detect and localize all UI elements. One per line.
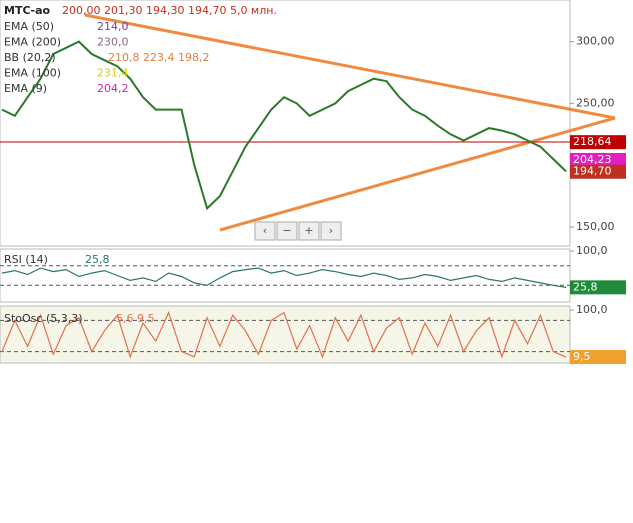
price-marker bbox=[570, 152, 626, 167]
y-tick-label: 250,00 bbox=[576, 96, 615, 109]
price-marker bbox=[570, 164, 626, 179]
series-line bbox=[1, 40, 567, 211]
panel-value: 25,8 bbox=[85, 253, 110, 266]
price-marker-label: 218,64 bbox=[573, 135, 612, 148]
value-marker-label: 9,5 bbox=[573, 350, 591, 363]
indicator-value: 230,0 bbox=[97, 36, 129, 49]
price-marker-label: 194,70 bbox=[573, 165, 612, 178]
indicator-name: EMA (9) bbox=[4, 82, 47, 95]
series-line bbox=[1, 267, 567, 288]
nav-button[interactable] bbox=[276, 221, 298, 241]
panel-title: StoOsc (5,3,3) bbox=[4, 312, 83, 325]
nav-button[interactable] bbox=[298, 221, 320, 241]
value-marker bbox=[570, 350, 626, 365]
y-tick-label: 300,00 bbox=[576, 35, 615, 48]
quote: 200,00 201,30 194,30 194,70 5,0 млн. bbox=[62, 4, 277, 17]
series-line bbox=[1, 310, 567, 359]
chart-title: МТС-ао bbox=[4, 4, 51, 17]
indicator-name: EMA (100) bbox=[4, 67, 61, 80]
nav-button-label[interactable]: › bbox=[329, 224, 333, 237]
indicator-name: BB (20,2) bbox=[4, 51, 56, 64]
indicator-value: 204,2 bbox=[97, 82, 129, 95]
panel-value: 5,6 9,5 bbox=[116, 312, 154, 325]
indicator-name: EMA (200) bbox=[4, 36, 61, 49]
y-tick-label: 150,00 bbox=[576, 220, 615, 233]
indicator-value: 210,8 223,4 198,2 bbox=[108, 51, 209, 64]
y-tick-label: 100,0 bbox=[576, 244, 608, 257]
price-marker bbox=[570, 135, 626, 150]
indicator-value: 214,0 bbox=[97, 20, 129, 33]
trend-line bbox=[219, 116, 616, 232]
nav-button[interactable] bbox=[254, 221, 276, 241]
value-marker bbox=[570, 280, 626, 295]
indicator-name: EMA (50) bbox=[4, 20, 54, 33]
nav-button-label[interactable]: − bbox=[282, 224, 291, 237]
price-panel bbox=[0, 0, 571, 247]
trend-line bbox=[84, 13, 616, 120]
nav-button[interactable] bbox=[320, 221, 342, 241]
y-tick-label: 100,0 bbox=[576, 303, 608, 316]
nav-button-label[interactable]: ‹ bbox=[263, 224, 267, 237]
value-marker-label: 25,8 bbox=[573, 280, 598, 293]
nav-button-label[interactable]: + bbox=[304, 224, 313, 237]
indicator-value: 231,4 bbox=[97, 67, 129, 80]
panel-title: RSI (14) bbox=[4, 253, 48, 266]
price-marker-label: 204,23 bbox=[573, 153, 612, 166]
